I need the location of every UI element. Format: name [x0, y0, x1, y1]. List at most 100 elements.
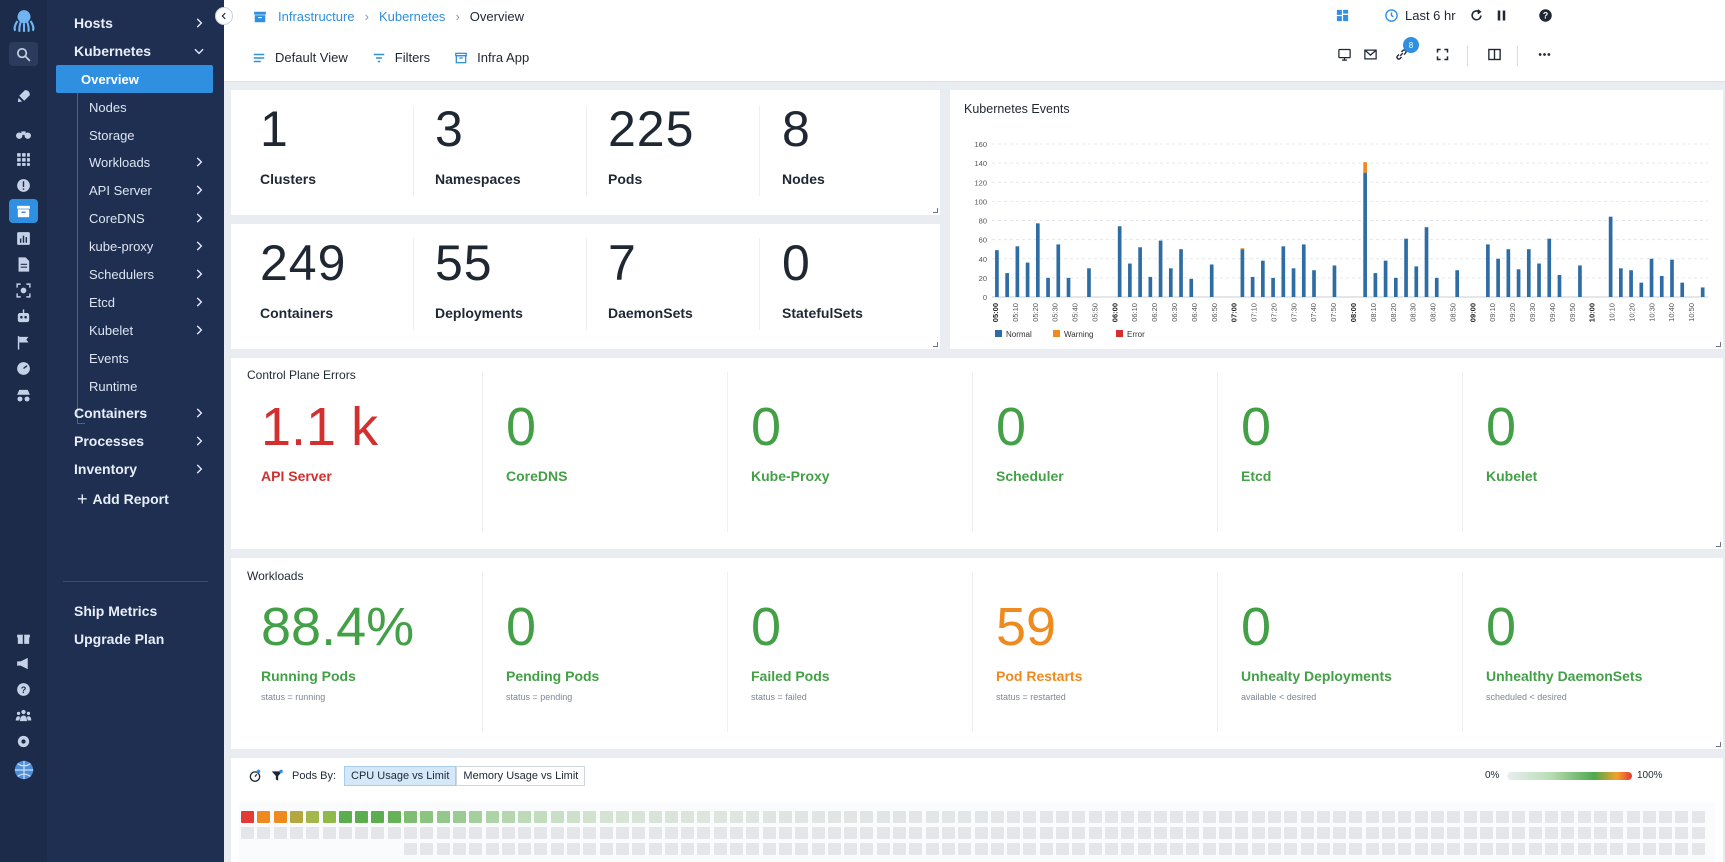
pod-cell[interactable] — [925, 843, 939, 855]
pod-cell[interactable] — [1186, 827, 1200, 839]
pod-cell[interactable] — [1284, 827, 1298, 839]
pod-cell[interactable] — [762, 843, 776, 855]
pod-cell[interactable] — [827, 843, 841, 855]
pod-cell[interactable] — [1137, 811, 1151, 823]
pod-cell[interactable] — [925, 827, 939, 839]
pod-cell[interactable] — [501, 843, 515, 855]
pod-cell[interactable] — [648, 827, 662, 839]
metric-coredns[interactable]: 0 CoreDNS — [506, 400, 567, 484]
help-icon[interactable]: ? — [9, 677, 38, 701]
infra-app-button[interactable]: Infra App — [454, 50, 529, 65]
pod-cell[interactable] — [632, 811, 646, 823]
infrastructure-icon[interactable] — [9, 199, 38, 223]
pod-cell[interactable] — [1007, 811, 1021, 823]
pod-cell[interactable] — [583, 843, 597, 855]
metric-running-pods[interactable]: 88.4% Running Pods status = running — [261, 600, 414, 702]
pod-cell[interactable] — [681, 811, 695, 823]
memory-usage-option[interactable]: Memory Usage vs Limit — [456, 766, 586, 786]
pod-cell[interactable] — [371, 827, 385, 839]
pod-cell[interactable] — [909, 811, 923, 823]
pod-cell[interactable] — [1039, 843, 1053, 855]
split-view-icon[interactable] — [1487, 47, 1502, 62]
sidebar-item-upgrade-plan[interactable]: Upgrade Plan — [74, 627, 212, 651]
pod-cell[interactable] — [1496, 843, 1510, 855]
pod-cell[interactable] — [1023, 827, 1037, 839]
pod-cell[interactable] — [469, 827, 483, 839]
search-icon[interactable] — [9, 42, 38, 66]
pod-cell[interactable] — [550, 827, 564, 839]
pod-cell[interactable] — [1137, 827, 1151, 839]
pod-cell[interactable] — [1430, 843, 1444, 855]
sidebar-item-containers[interactable]: Containers — [74, 401, 212, 425]
pod-cell[interactable] — [1219, 811, 1232, 823]
pod-cell[interactable] — [974, 843, 988, 855]
pod-cell[interactable] — [1561, 827, 1575, 839]
pod-cell[interactable] — [746, 827, 760, 839]
pod-cell[interactable] — [860, 827, 874, 839]
pod-cell[interactable] — [1545, 843, 1558, 855]
metric-kube-proxy[interactable]: 0 Kube-Proxy — [751, 400, 830, 484]
metric-kubelet[interactable]: 0 Kubelet — [1486, 400, 1537, 484]
resize-handle[interactable] — [933, 342, 938, 347]
pod-cell[interactable] — [436, 811, 450, 823]
pod-cell[interactable] — [1398, 843, 1412, 855]
flag-icon[interactable] — [9, 330, 38, 354]
pod-cell[interactable] — [1496, 827, 1510, 839]
pod-cell[interactable] — [1593, 843, 1607, 855]
pod-cell[interactable] — [664, 811, 678, 823]
metric-failed-pods[interactable]: 0 Failed Pods status = failed — [751, 600, 830, 702]
pod-cell[interactable] — [1300, 811, 1314, 823]
document-icon[interactable] — [9, 252, 38, 276]
pod-cell[interactable] — [518, 843, 532, 855]
filters-button[interactable]: Filters — [372, 50, 430, 65]
resize-handle[interactable] — [1716, 742, 1721, 747]
help-icon[interactable]: ? — [1538, 8, 1553, 23]
pod-cell[interactable] — [1267, 811, 1281, 823]
pod-cell[interactable] — [436, 827, 450, 839]
pod-cell[interactable] — [518, 811, 532, 823]
sidebar-item-inventory[interactable]: Inventory — [74, 457, 212, 481]
incognito-icon[interactable] — [9, 383, 38, 407]
pod-cell[interactable] — [1447, 827, 1461, 839]
pod-cell[interactable] — [1235, 843, 1249, 855]
pod-cell[interactable] — [990, 811, 1004, 823]
pod-cell[interactable] — [1593, 811, 1607, 823]
pod-cell[interactable] — [1561, 843, 1575, 855]
pod-cell[interactable] — [583, 811, 597, 823]
sidebar-item-schedulers[interactable]: Schedulers — [61, 260, 212, 288]
pod-cell[interactable] — [1675, 843, 1689, 855]
pod-cell[interactable] — [1219, 827, 1232, 839]
pod-cell[interactable] — [1496, 811, 1510, 823]
metric-api-server[interactable]: 1.1 k API Server — [261, 400, 378, 484]
sidebar-item-kube-proxy[interactable]: kube-proxy — [61, 232, 212, 260]
pod-cell[interactable] — [990, 843, 1004, 855]
breadcrumb-kubernetes[interactable]: Kubernetes — [378, 9, 446, 24]
pod-cell[interactable] — [1414, 843, 1428, 855]
pod-cell[interactable] — [1626, 811, 1640, 823]
pod-cell[interactable] — [827, 811, 841, 823]
pod-cell[interactable] — [583, 827, 597, 839]
pod-cell[interactable] — [1316, 843, 1330, 855]
sidebar-item-nodes[interactable]: Nodes — [61, 93, 212, 121]
pod-cell[interactable] — [1642, 843, 1656, 855]
pod-cell[interactable] — [1121, 843, 1135, 855]
pod-cell[interactable] — [958, 827, 972, 839]
pod-cell[interactable] — [599, 843, 613, 855]
pod-cell[interactable] — [1349, 827, 1363, 839]
pod-cell[interactable] — [241, 827, 254, 839]
resize-handle[interactable] — [933, 208, 938, 213]
pod-cell[interactable] — [730, 811, 743, 823]
pod-cell[interactable] — [1626, 827, 1640, 839]
pod-cell[interactable] — [1463, 811, 1477, 823]
pod-cell[interactable] — [795, 827, 809, 839]
pod-cell[interactable] — [974, 827, 988, 839]
info-gauge-icon[interactable] — [248, 769, 262, 783]
pod-cell[interactable] — [1072, 827, 1086, 839]
pod-cell[interactable] — [795, 811, 809, 823]
sidebar-item-runtime[interactable]: Runtime — [61, 372, 212, 400]
globe-avatar-icon[interactable] — [9, 755, 38, 785]
pod-cell[interactable] — [1153, 843, 1167, 855]
pod-cell[interactable] — [1512, 827, 1526, 839]
pod-cell[interactable] — [681, 843, 695, 855]
pod-cell[interactable] — [338, 811, 352, 823]
